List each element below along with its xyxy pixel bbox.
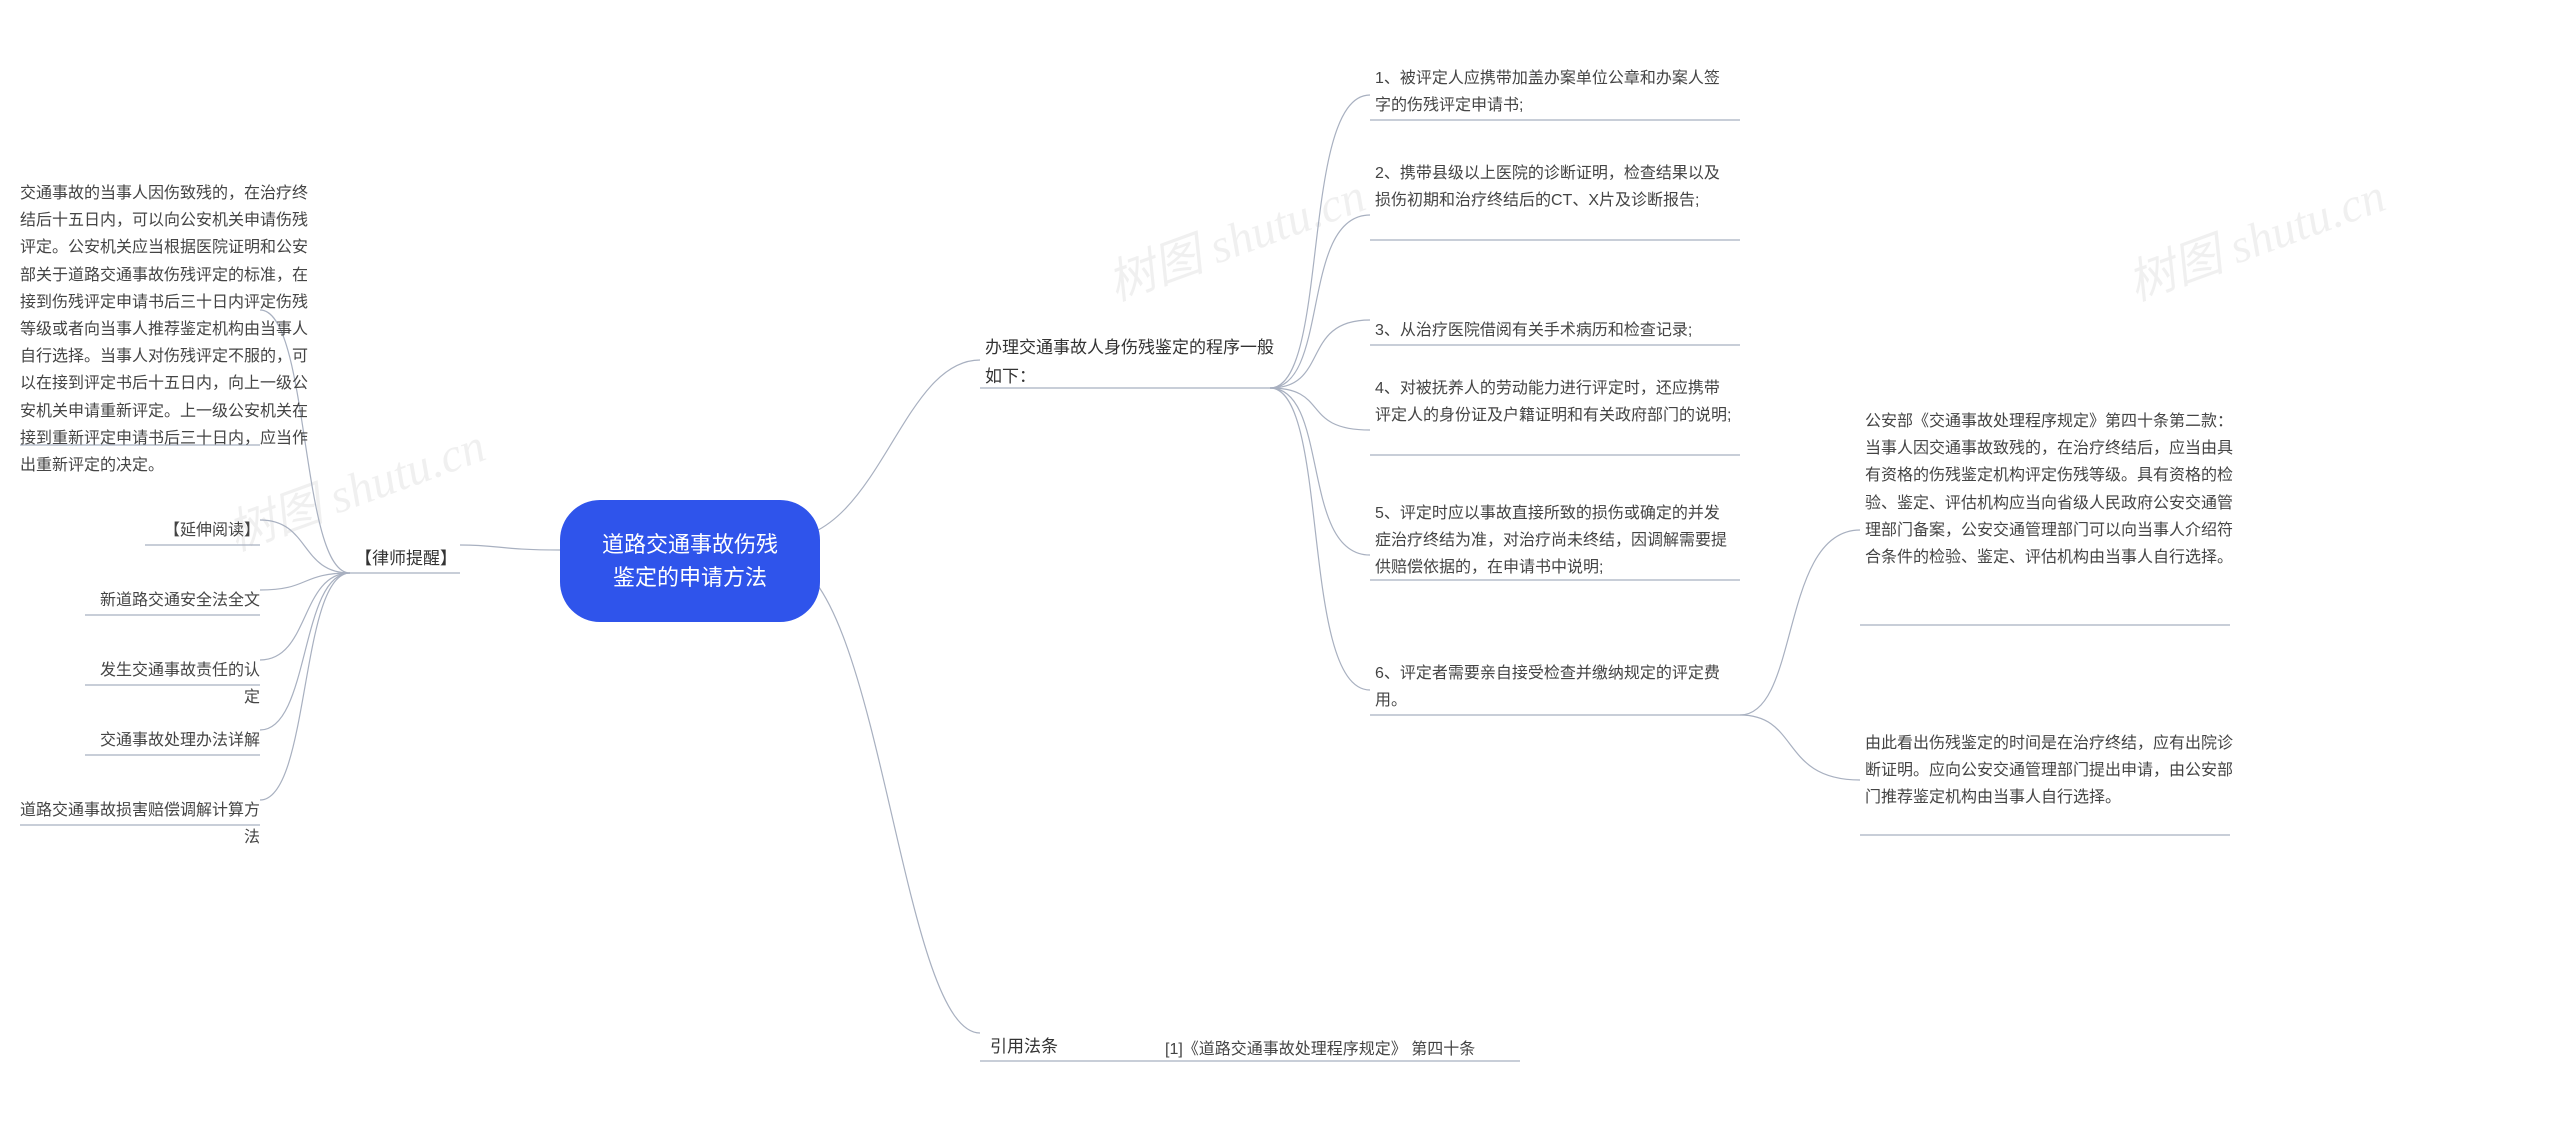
procedure-sub-1: 公安部《交通事故处理程序规定》第四十条第二款：当事人因交通事故致残的，在治疗终结…	[1865, 408, 2235, 571]
procedure-item-2: 2、携带县级以上医院的诊断证明，检查结果以及损伤初期和治疗终结后的CT、X片及诊…	[1375, 160, 1735, 214]
law-item: [1]《道路交通事故处理程序规定》 第四十条	[1165, 1036, 1565, 1063]
lawyer-tip-main: 交通事故的当事人因伤致残的，在治疗终结后十五日内，可以向公安机关申请伤残评定。公…	[20, 180, 320, 479]
procedure-item-6: 6、评定者需要亲自接受检查并缴纳规定的评定费用。	[1375, 660, 1735, 714]
procedure-item-5: 5、评定时应以事故直接所致的损伤或确定的并发症治疗终结为准，对治疗尚未终结，因调…	[1375, 500, 1735, 582]
procedure-item-4: 4、对被抚养人的劳动能力进行评定时，还应携带评定人的身份证及户籍证明和有关政府部…	[1375, 375, 1735, 429]
branch-procedure-label: 办理交通事故人身伤残鉴定的程序一般如下：	[985, 338, 1274, 386]
branch-lawyer-tip-label: 【律师提醒】	[355, 549, 457, 568]
branch-law-label: 引用法条	[990, 1037, 1058, 1056]
procedure-item-1: 1、被评定人应携带加盖办案单位公章和办案人签字的伤残评定申请书;	[1375, 65, 1735, 119]
procedure-item-3: 3、从治疗医院借阅有关手术病历和检查记录;	[1375, 317, 1735, 344]
left-sub-2: 新道路交通安全法全文	[85, 587, 260, 614]
procedure-sub-2: 由此看出伤残鉴定的时间是在治疗终结，应有出院诊断证明。应向公安交通管理部门提出申…	[1865, 730, 2235, 812]
mindmap-center: 道路交通事故伤残鉴定的申请方法	[560, 500, 820, 622]
left-sub-1: 【延伸阅读】	[150, 517, 260, 544]
left-sub-4: 交通事故处理办法详解	[85, 727, 260, 754]
center-title: 道路交通事故伤残鉴定的申请方法	[602, 532, 778, 590]
branch-law: 引用法条	[990, 1033, 1058, 1062]
branch-lawyer-tip: 【律师提醒】	[355, 545, 457, 574]
branch-procedure: 办理交通事故人身伤残鉴定的程序一般如下：	[985, 334, 1275, 392]
left-sub-5: 道路交通事故损害赔偿调解计算方法	[20, 797, 260, 851]
left-sub-3: 发生交通事故责任的认定	[85, 657, 260, 711]
